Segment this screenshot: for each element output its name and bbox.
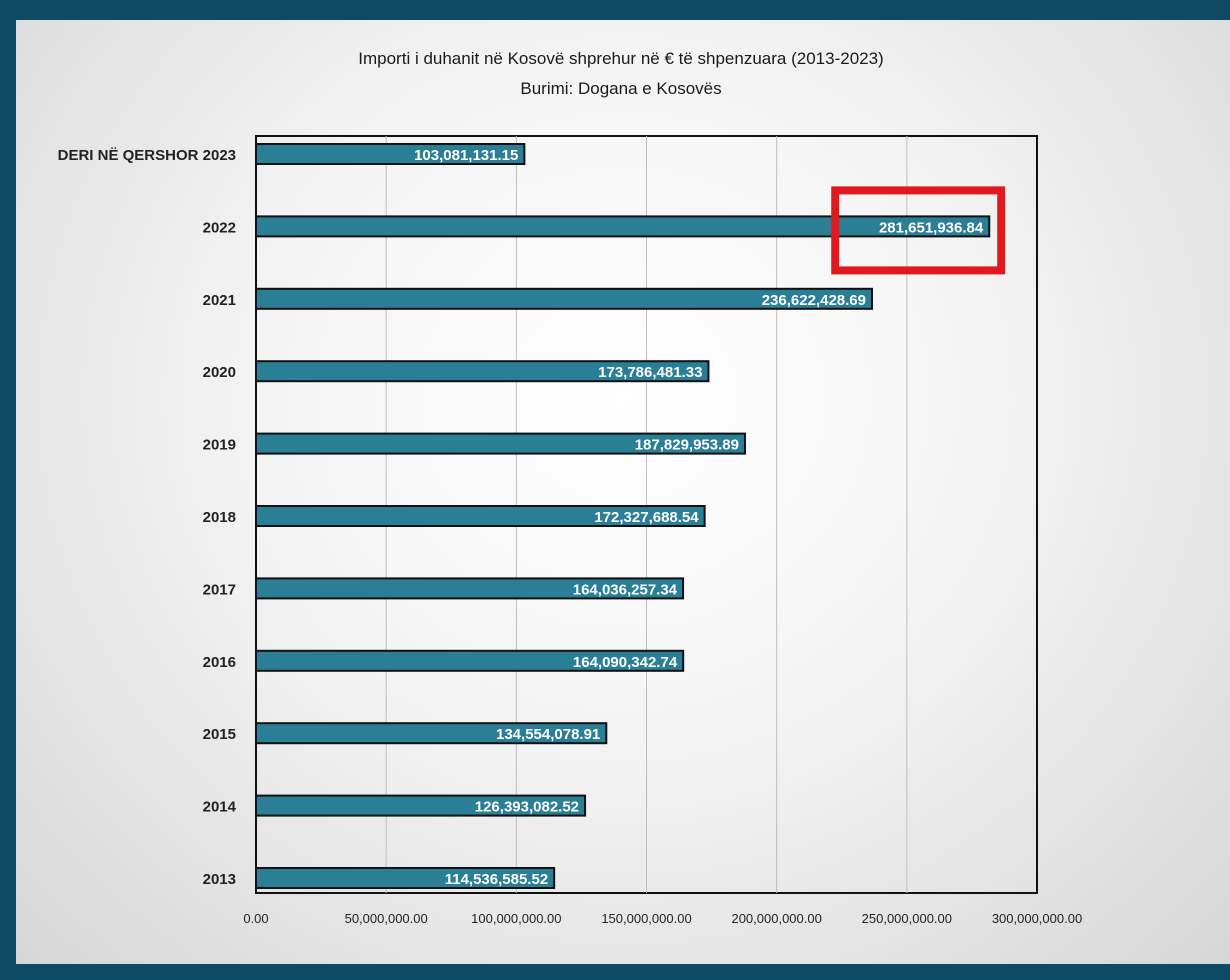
bar-value-label: 164,036,257.34	[573, 581, 678, 598]
bar	[255, 143, 526, 165]
bar	[255, 577, 685, 600]
bar	[255, 794, 587, 817]
bar	[255, 432, 746, 455]
category-label: 2018	[203, 509, 236, 526]
x-tick-label: 250,000,000.00	[862, 911, 952, 926]
bar	[255, 722, 608, 745]
chart-subtitle: Burimi: Dogana e Kosovës	[520, 79, 721, 98]
category-label: 2022	[203, 219, 236, 236]
bar-value-label: 126,393,082.52	[475, 799, 579, 816]
x-tick-label: 100,000,000.00	[471, 911, 561, 926]
category-label: 2014	[203, 799, 237, 816]
x-tick-label: 200,000,000.00	[731, 911, 821, 926]
x-tick-label: 50,000,000.00	[345, 911, 428, 926]
bar-value-label: 103,081,131.15	[414, 147, 518, 164]
bar	[255, 867, 556, 889]
chart-panel	[16, 20, 1230, 964]
x-tick-label: 150,000,000.00	[601, 911, 691, 926]
category-label: 2016	[203, 654, 236, 671]
bar	[255, 505, 706, 527]
bar	[255, 649, 685, 672]
category-label: 2015	[203, 726, 236, 743]
category-label: 2013	[203, 871, 236, 888]
bar	[255, 287, 874, 310]
chart-title: Importi i duhanit në Kosovë shprehur në …	[358, 49, 883, 68]
category-labels: DERI NË QERSHOR 2023 2022 2021 2020 2019 2018…	[58, 147, 237, 888]
bars: 103,081,131.15 281,651,936.84 236,622,428.…	[255, 143, 991, 889]
bar-value-label: 187,829,953.89	[635, 437, 739, 454]
category-label: 2020	[203, 364, 236, 381]
bar-value-label: 236,622,428.69	[762, 292, 866, 309]
category-label: 2017	[203, 581, 236, 598]
x-tick-label: 300,000,000.00	[992, 911, 1082, 926]
bar-value-label: 114,536,585.52	[445, 871, 548, 888]
bar-value-label: 134,554,078.91	[496, 726, 600, 743]
highlight-box	[831, 186, 1006, 275]
bar-value-label: 281,651,936.84	[879, 219, 984, 236]
bar	[255, 215, 991, 238]
x-tick-labels: 0.00 50,000,000.00 100,000,000.00 150,000,0…	[243, 911, 1082, 926]
bar-value-label: 172,327,688.54	[594, 509, 699, 526]
bar-value-label: 173,786,481.33	[598, 364, 702, 381]
category-label: 2019	[203, 437, 236, 454]
x-tick-label: 0.00	[243, 911, 268, 926]
category-label: 2021	[203, 292, 236, 309]
category-label: DERI NË QERSHOR 2023	[58, 147, 236, 164]
bar-value-label: 164,090,342.74	[573, 654, 678, 671]
annotations	[831, 186, 1006, 275]
bar	[255, 360, 710, 383]
